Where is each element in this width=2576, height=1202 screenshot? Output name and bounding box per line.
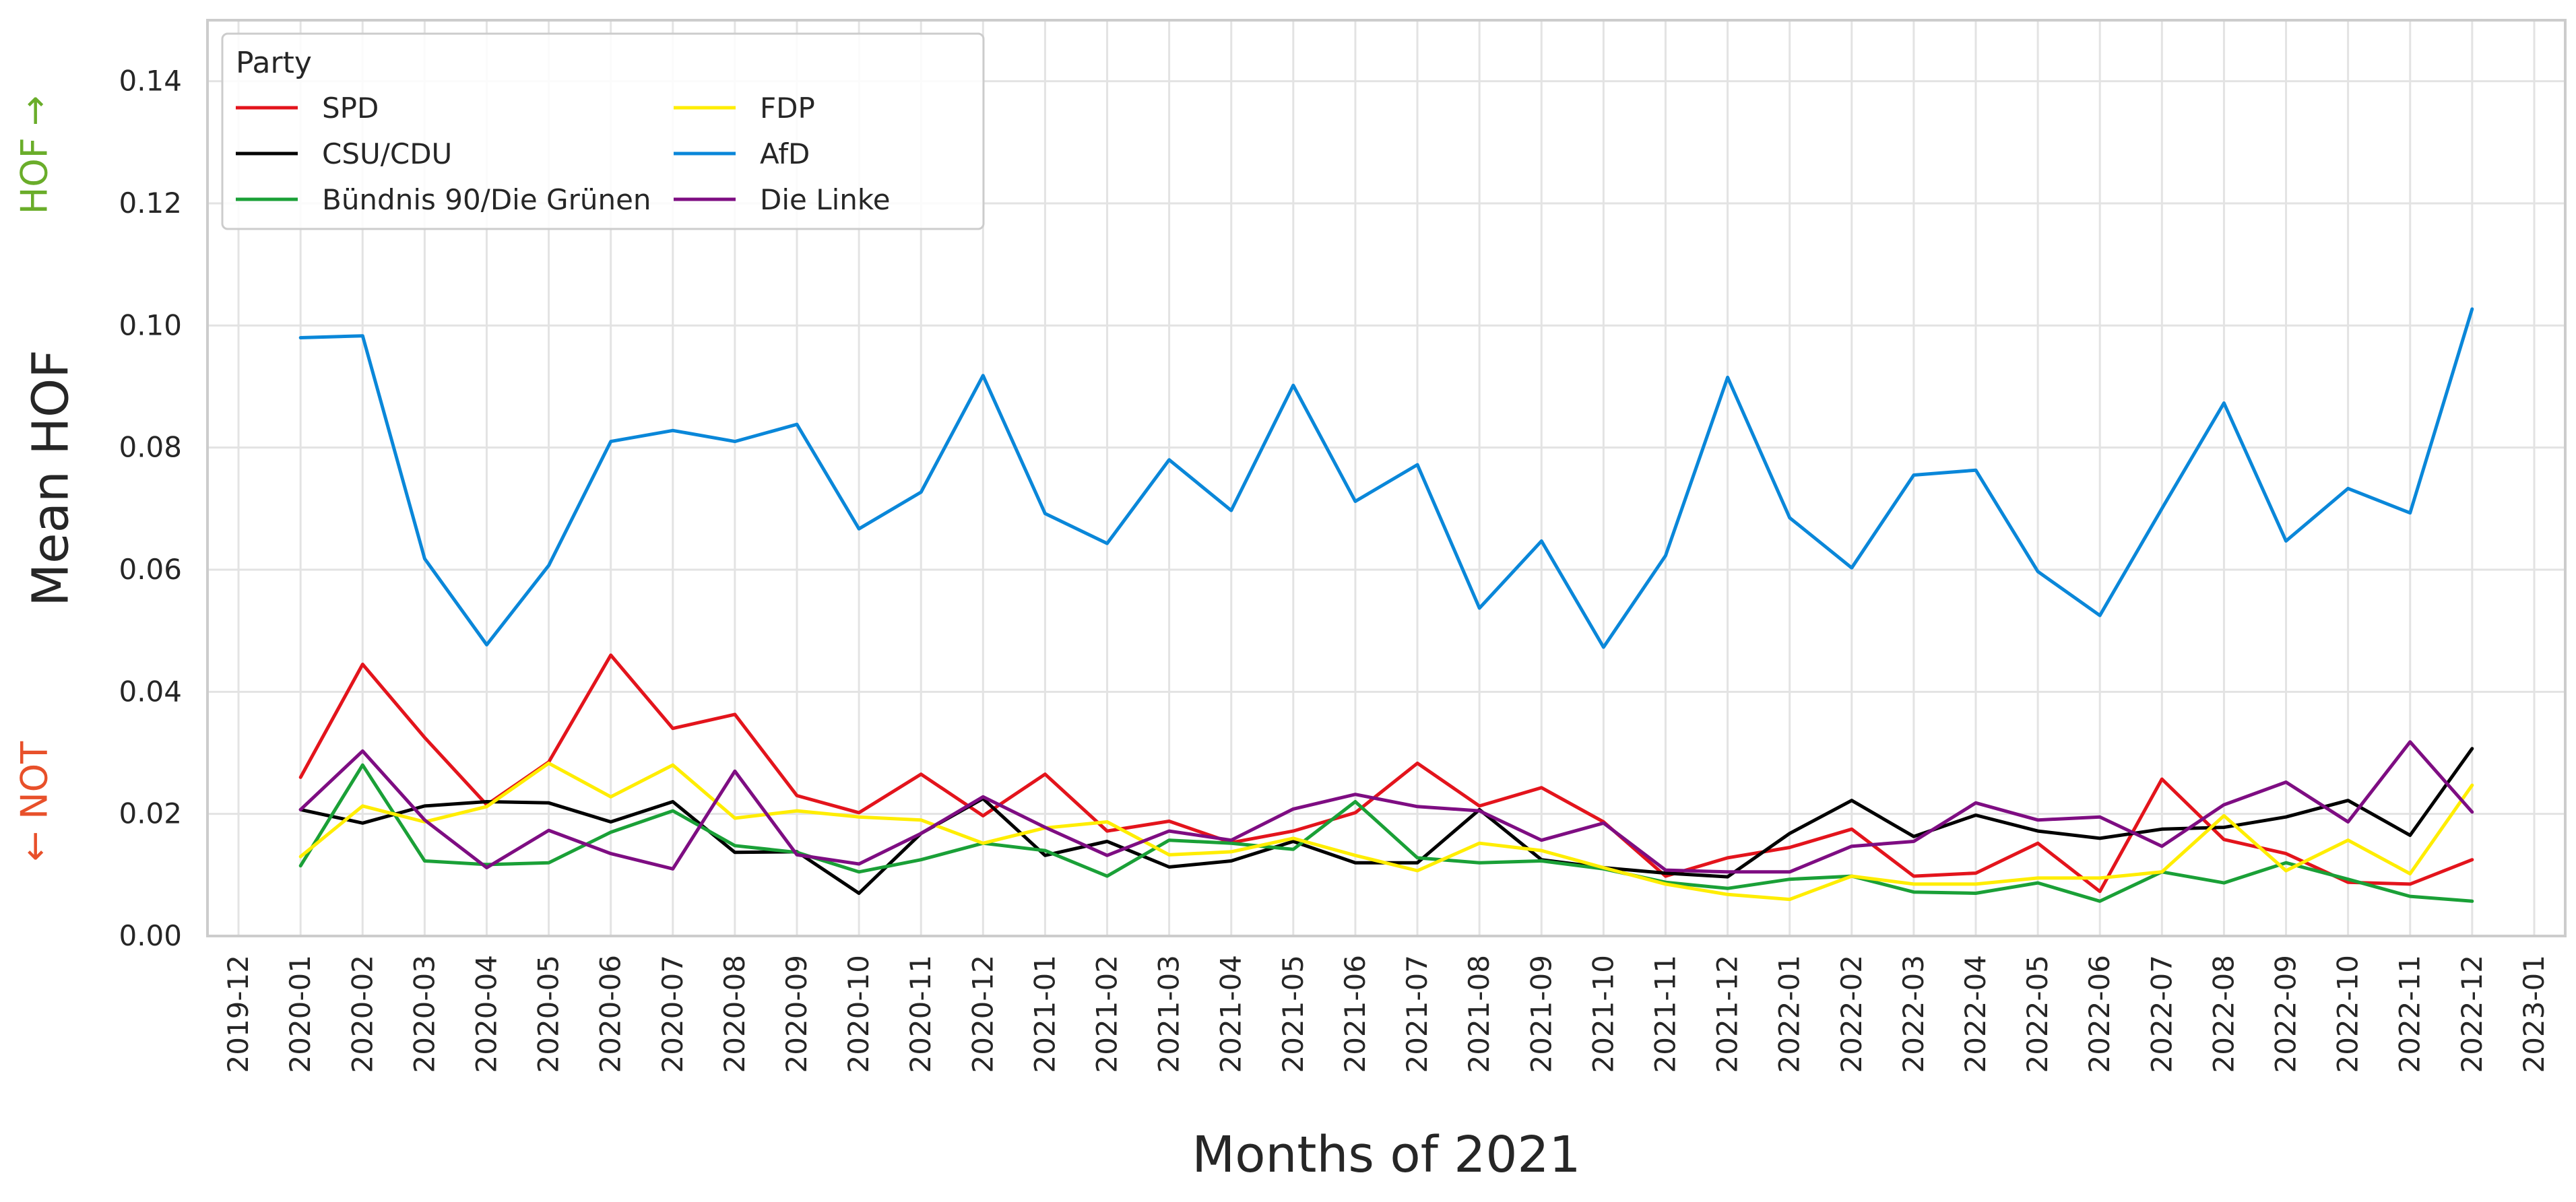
legend-label: SPD xyxy=(322,92,379,125)
series-line xyxy=(298,740,2474,874)
x-tick-label: 2020-02 xyxy=(346,955,379,1073)
x-tick-label: 2022-09 xyxy=(2269,955,2303,1073)
y-hint-bottom-label: ← NOT xyxy=(13,741,56,861)
y-tick-label: 0.10 xyxy=(119,308,182,341)
x-tick-label: 2022-02 xyxy=(1835,955,1868,1073)
x-axis-title: Months of 2021 xyxy=(1192,1126,1580,1184)
x-tick-label: 2020-01 xyxy=(284,955,317,1073)
x-tick-label: 2022-05 xyxy=(2021,955,2054,1073)
x-tick-label: 2020-06 xyxy=(594,955,627,1073)
series-line xyxy=(298,763,2474,903)
x-tick-label: 2022-04 xyxy=(1959,955,1992,1073)
x-tick-label: 2021-10 xyxy=(1586,955,1619,1073)
y-tick-label: 0.02 xyxy=(119,797,182,830)
y-tick-label: 0.00 xyxy=(119,919,182,952)
series-line xyxy=(298,747,2474,895)
x-tick-label: 2020-05 xyxy=(532,955,565,1073)
y-tick-label: 0.14 xyxy=(119,65,182,98)
x-tick-label: 2020-04 xyxy=(470,955,503,1073)
x-tick-label: 2020-07 xyxy=(656,955,689,1073)
x-tick-label: 2021-08 xyxy=(1462,955,1495,1073)
x-tick-label: 2022-06 xyxy=(2083,955,2116,1073)
x-tick-label: 2020-08 xyxy=(718,955,751,1073)
x-tick-label: 2021-12 xyxy=(1711,955,1744,1073)
x-tick-label: 2022-03 xyxy=(1897,955,1930,1073)
y-hint-top-label: HOF → xyxy=(13,96,56,215)
x-tick-label: 2020-12 xyxy=(966,955,999,1073)
legend: Party SPD CSU/CDU Bündnis 90/Die Grünen FDP… xyxy=(221,32,985,230)
legend-box xyxy=(221,32,985,230)
plot-frame xyxy=(206,19,2567,937)
x-tick-label: 2022-01 xyxy=(1773,955,1806,1073)
x-tick-label: 2022-08 xyxy=(2207,955,2240,1073)
legend-title: Party xyxy=(236,46,312,80)
x-tick-label: 2021-02 xyxy=(1091,955,1124,1073)
y-tick-labels: 0.00 0.02 0.04 0.06 0.08 0.10 0.12 0.14 xyxy=(119,65,182,952)
y-tick-label: 0.04 xyxy=(119,675,182,708)
x-tick-label: 2021-11 xyxy=(1648,955,1681,1073)
series-line xyxy=(298,307,2474,649)
y-axis-title: Mean HOF xyxy=(22,349,80,607)
x-tick-label: 2021-03 xyxy=(1153,955,1186,1073)
x-tick-label: 2022-10 xyxy=(2331,955,2364,1073)
legend-label: Die Linke xyxy=(760,183,891,216)
x-tick-label: 2020-11 xyxy=(904,955,937,1073)
y-tick-label: 0.08 xyxy=(119,431,182,464)
legend-label: CSU/CDU xyxy=(322,137,452,170)
x-tick-label: 2020-03 xyxy=(408,955,441,1073)
x-tick-label: 2019-12 xyxy=(222,955,255,1073)
legend-label: FDP xyxy=(760,92,815,125)
x-tick-label: 2020-10 xyxy=(842,955,875,1073)
x-tick-label: 2021-09 xyxy=(1524,955,1557,1073)
x-tick-labels: 2019-12 2020-01 2020-02 2020-03 2020-04 2020-… xyxy=(222,955,2550,1073)
x-tick-label: 2021-06 xyxy=(1339,955,1372,1073)
x-tick-label: 2023-01 xyxy=(2517,955,2550,1073)
x-tick-label: 2022-07 xyxy=(2145,955,2178,1073)
legend-items: SPD CSU/CDU Bündnis 90/Die Grünen FDP AfD Die… xyxy=(236,92,891,216)
x-tick-label: 2021-04 xyxy=(1215,955,1248,1073)
series-lines xyxy=(298,307,2474,903)
x-tick-label: 2022-11 xyxy=(2393,955,2426,1073)
legend-label: Bündnis 90/Die Grünen xyxy=(322,183,651,216)
y-tick-label: 0.06 xyxy=(119,553,182,586)
series-line xyxy=(298,653,2474,894)
legend-label: AfD xyxy=(760,137,810,170)
y-tick-label: 0.12 xyxy=(119,187,182,220)
x-tick-label: 2020-09 xyxy=(780,955,813,1073)
x-tick-label: 2021-01 xyxy=(1028,955,1061,1073)
x-tick-label: 2021-05 xyxy=(1277,955,1310,1073)
x-tick-label: 2022-12 xyxy=(2455,955,2488,1073)
x-tick-label: 2021-07 xyxy=(1400,955,1434,1073)
series-line xyxy=(298,761,2474,902)
